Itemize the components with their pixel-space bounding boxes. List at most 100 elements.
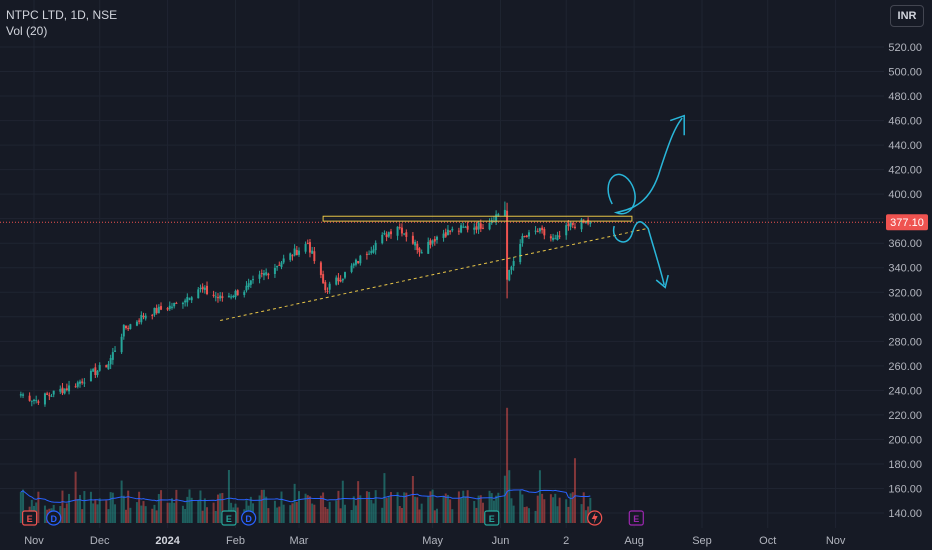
x-tick-label: 2 bbox=[563, 535, 569, 547]
y-tick-label: 260.00 bbox=[888, 361, 922, 373]
bearish-arrowhead-icon bbox=[655, 274, 669, 289]
y-tick-label: 340.00 bbox=[888, 263, 922, 275]
volume-bar bbox=[221, 492, 224, 523]
dividend-d-icon[interactable]: D bbox=[241, 510, 257, 526]
candle-body bbox=[206, 285, 209, 295]
candle-body bbox=[173, 303, 176, 307]
volume-bar bbox=[411, 475, 414, 523]
candle-body bbox=[76, 382, 79, 387]
candle-body bbox=[61, 387, 64, 394]
candle-body bbox=[339, 279, 342, 282]
volume-bar bbox=[278, 506, 281, 523]
x-tick-label: Aug bbox=[624, 535, 644, 547]
x-tick-label: Feb bbox=[226, 535, 245, 547]
candle-body bbox=[124, 325, 127, 329]
earnings-e-icon[interactable]: E bbox=[221, 510, 237, 526]
volume-bar bbox=[368, 491, 371, 523]
volume-bar bbox=[311, 503, 314, 523]
candle-body bbox=[374, 242, 377, 251]
volume-bar bbox=[83, 491, 86, 523]
volume-bar bbox=[359, 495, 362, 523]
flash-event-icon[interactable] bbox=[587, 510, 603, 526]
volume-bar bbox=[569, 493, 572, 523]
volume-bar bbox=[214, 510, 217, 523]
svg-text:D: D bbox=[245, 514, 252, 524]
candle-body bbox=[506, 210, 509, 280]
candle-body bbox=[429, 240, 432, 245]
support-trendline[interactable] bbox=[220, 228, 648, 321]
candle-body bbox=[295, 250, 298, 256]
volume-bar bbox=[464, 496, 467, 523]
candle-body bbox=[479, 223, 482, 229]
candle-body bbox=[142, 315, 145, 318]
earnings-e-icon[interactable]: E bbox=[22, 510, 38, 526]
volume-bar bbox=[414, 496, 417, 523]
candle-body bbox=[444, 232, 447, 237]
x-tick-label: 2024 bbox=[155, 535, 180, 547]
volume-bar bbox=[298, 491, 301, 523]
volume-bar bbox=[260, 489, 263, 523]
candle-body bbox=[580, 219, 583, 230]
volume-bar bbox=[495, 495, 498, 523]
candle-body bbox=[552, 237, 555, 240]
candle-body bbox=[365, 253, 368, 255]
candle-body bbox=[396, 226, 399, 236]
volume-bar bbox=[267, 508, 270, 523]
volume-bar bbox=[304, 493, 307, 523]
volume-bar bbox=[319, 495, 322, 523]
symbol-title[interactable]: NTPC LTD, 1D, NSE bbox=[6, 8, 118, 22]
candle-body bbox=[19, 394, 22, 396]
candle-body bbox=[48, 395, 51, 397]
price-axis: 520.00 500.00 480.00 460.00 440.00 420.00 400.… bbox=[886, 42, 928, 520]
candle-body bbox=[322, 274, 325, 284]
candle-body bbox=[427, 241, 430, 254]
volume-bar bbox=[293, 483, 296, 523]
candle-body bbox=[144, 315, 147, 319]
bullish-scenario-arrow[interactable] bbox=[607, 117, 683, 215]
earnings-e-icon[interactable]: E bbox=[628, 510, 644, 526]
candle-body bbox=[357, 261, 360, 264]
candle-body bbox=[166, 308, 169, 310]
candle-body bbox=[129, 324, 132, 329]
x-tick-label: Mar bbox=[290, 535, 309, 547]
volume-bar bbox=[155, 510, 158, 523]
candle-body bbox=[221, 296, 224, 299]
earnings-e-icon[interactable]: E bbox=[484, 510, 500, 526]
candle-body bbox=[151, 314, 154, 316]
candle-body bbox=[120, 336, 123, 353]
volume-bar bbox=[573, 458, 576, 523]
candle-body bbox=[549, 236, 552, 239]
volume-bar bbox=[400, 507, 403, 523]
svg-text:E: E bbox=[226, 514, 232, 524]
volume-indicator-label[interactable]: Vol (20) bbox=[6, 24, 48, 38]
candle-body bbox=[262, 273, 265, 276]
volume-bar bbox=[571, 492, 574, 523]
candle-body bbox=[186, 296, 189, 303]
candle-body bbox=[558, 235, 561, 237]
volume-bar bbox=[197, 500, 200, 523]
volume-bar bbox=[372, 503, 375, 523]
candle-body bbox=[247, 283, 250, 288]
candle-body bbox=[63, 388, 66, 394]
candle-body bbox=[519, 244, 522, 263]
y-tick-label: 460.00 bbox=[888, 116, 922, 128]
resistance-zone[interactable] bbox=[322, 215, 633, 222]
volume-bar bbox=[383, 473, 386, 523]
volume-bar bbox=[405, 492, 408, 523]
candle-body bbox=[184, 300, 187, 303]
currency-settings-icon[interactable]: INR bbox=[890, 5, 924, 27]
y-tick-label: 280.00 bbox=[888, 336, 922, 348]
candle-body bbox=[282, 258, 285, 263]
dividend-d-icon[interactable]: D bbox=[46, 510, 62, 526]
volume-bar bbox=[442, 495, 445, 523]
volume-bar bbox=[396, 492, 399, 523]
bearish-scenario-arrow[interactable] bbox=[612, 221, 665, 286]
candle-body bbox=[234, 290, 237, 298]
volume-bar bbox=[65, 503, 68, 523]
volume-bar bbox=[166, 502, 169, 523]
volume-bar bbox=[538, 470, 541, 523]
x-tick-label: Sep bbox=[692, 535, 712, 547]
candle-body bbox=[525, 235, 528, 238]
candle-body bbox=[370, 251, 373, 253]
